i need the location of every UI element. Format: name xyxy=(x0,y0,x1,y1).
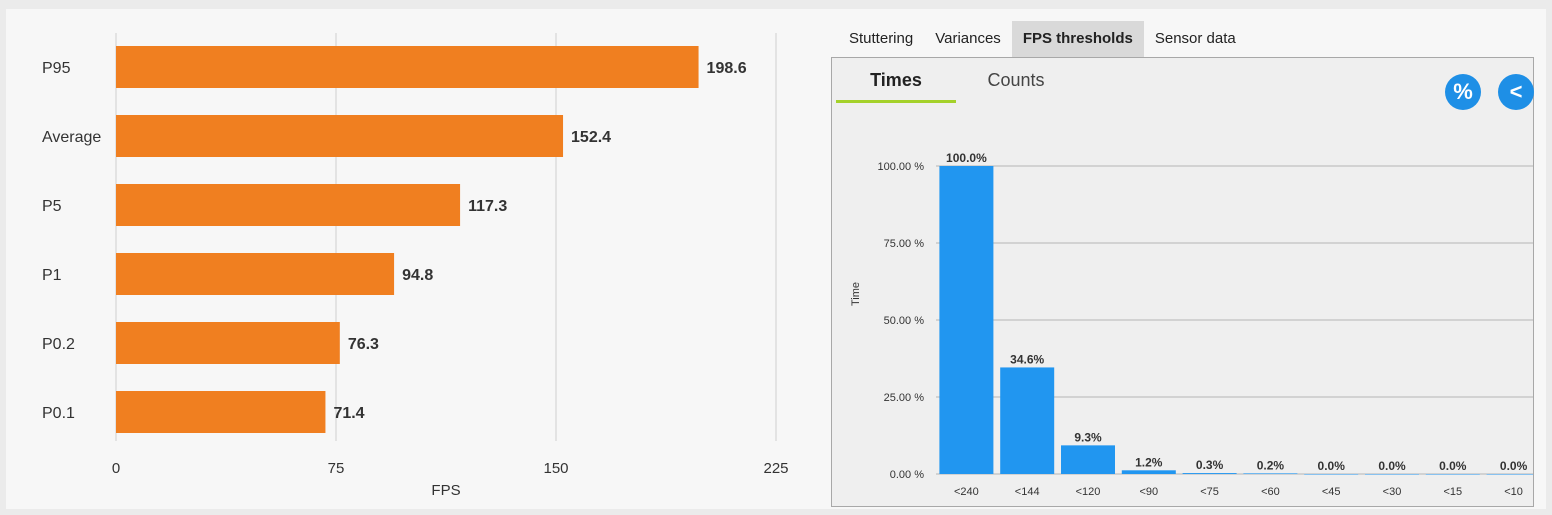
analysis-tabs: Stuttering Variances FPS thresholds Sens… xyxy=(838,21,1247,57)
bar xyxy=(1243,473,1298,474)
y-axis-label: Time xyxy=(850,282,862,306)
y-tick-label: 25.00 % xyxy=(884,392,925,404)
x-tick-label: 75 xyxy=(328,460,345,477)
tab-variances[interactable]: Variances xyxy=(935,30,1001,47)
bar xyxy=(1365,474,1419,475)
value-label: 34.6% xyxy=(1010,352,1044,366)
value-label: 0.0% xyxy=(1378,459,1406,473)
value-label: 198.6 xyxy=(707,60,747,77)
bar xyxy=(939,166,994,474)
bar xyxy=(1061,445,1115,474)
x-axis-label: FPS xyxy=(431,482,460,499)
category-label: Average xyxy=(42,129,101,146)
fps-thresholds-panel: 0.00 % 25.00 % 50.00 % 75.00 % 100.00 % Time 1… xyxy=(831,57,1534,507)
subtab-counts[interactable]: Counts xyxy=(987,70,1045,90)
bar xyxy=(116,391,326,433)
value-label: 71.4 xyxy=(333,405,364,422)
category-label: <240 xyxy=(954,486,979,498)
category-label: <60 xyxy=(1261,486,1280,498)
percent-toggle-button[interactable]: % xyxy=(1445,74,1481,110)
bar xyxy=(116,184,461,226)
y-tick-label: 75.00 % xyxy=(884,238,925,250)
category-label: P1 xyxy=(42,267,62,284)
bar xyxy=(1182,473,1237,474)
bar xyxy=(1425,474,1480,475)
value-label: 100.0% xyxy=(946,151,987,165)
tab-fps-thresholds[interactable]: FPS thresholds xyxy=(1011,21,1144,57)
category-label: P0.2 xyxy=(42,336,75,353)
category-label: <45 xyxy=(1322,486,1341,498)
page: 0 75 150 225 FPS P95 198.6 Average 152.4 P5 117.3 P… xyxy=(6,9,1546,509)
bar xyxy=(116,46,699,88)
category-label: <15 xyxy=(1443,486,1462,498)
value-label: 0.2% xyxy=(1257,458,1285,472)
y-tick-label: 100.00 % xyxy=(878,161,925,173)
value-label: 0.0% xyxy=(1500,459,1528,473)
category-label: <144 xyxy=(1015,486,1040,498)
subtab-times[interactable]: Times xyxy=(836,70,956,103)
fps-threshold-chart: 0.00 % 25.00 % 50.00 % 75.00 % 100.00 % Time 1… xyxy=(850,151,1533,498)
category-label: <10 xyxy=(1504,486,1523,498)
value-label: 0.3% xyxy=(1196,458,1224,472)
value-label: 0.0% xyxy=(1318,459,1346,473)
category-label: <90 xyxy=(1139,486,1158,498)
bar xyxy=(1000,367,1055,474)
category-label: P95 xyxy=(42,60,71,77)
value-label: 94.8 xyxy=(402,267,433,284)
x-tick-label: 225 xyxy=(763,460,788,477)
bar xyxy=(116,253,395,295)
fps-percentile-chart: 0 75 150 225 FPS P95 198.6 Average 152.4 P5 117.3 P… xyxy=(42,33,789,499)
back-button[interactable]: < xyxy=(1498,74,1534,110)
bar xyxy=(116,115,564,157)
y-tick-label: 0.00 % xyxy=(890,469,924,481)
tab-stuttering[interactable]: Stuttering xyxy=(849,30,914,47)
x-tick-label: 0 xyxy=(112,460,120,477)
category-label: P5 xyxy=(42,198,62,215)
value-label: 76.3 xyxy=(348,336,379,353)
bar xyxy=(1121,470,1176,474)
value-label: 152.4 xyxy=(571,129,611,146)
category-label: <75 xyxy=(1200,486,1219,498)
bar xyxy=(1486,474,1533,475)
category-label: P0.1 xyxy=(42,405,75,422)
value-label: 0.0% xyxy=(1439,459,1467,473)
x-tick-label: 150 xyxy=(543,460,568,477)
y-tick-label: 50.00 % xyxy=(884,315,925,327)
value-label: 1.2% xyxy=(1135,455,1163,469)
tab-sensor-data[interactable]: Sensor data xyxy=(1154,30,1236,47)
bar xyxy=(116,322,340,364)
value-label: 117.3 xyxy=(468,198,507,215)
bar xyxy=(1304,474,1359,475)
category-label: <30 xyxy=(1383,486,1402,498)
value-label: 9.3% xyxy=(1074,430,1102,444)
category-label: <120 xyxy=(1076,486,1101,498)
